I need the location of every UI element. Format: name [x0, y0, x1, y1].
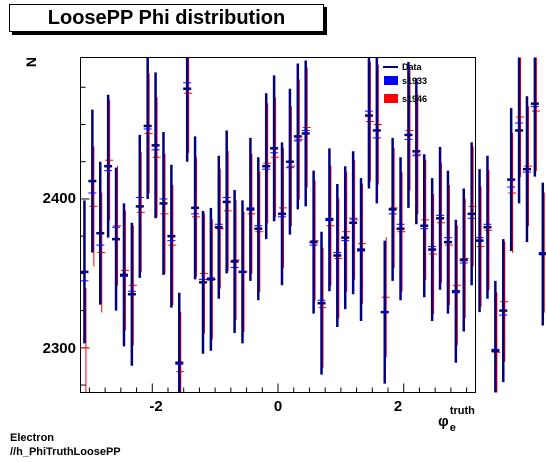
legend-label: Data — [402, 62, 423, 72]
legend: Data s1933 s1946 — [383, 62, 427, 104]
legend-label: s1933 — [402, 76, 427, 86]
x-tick-label: -2 — [149, 398, 162, 415]
data-marks — [80, 57, 546, 393]
footer-label-collection: Electron — [10, 432, 55, 444]
y-tick-label: 2300 — [43, 340, 76, 357]
y-axis-label: N — [23, 57, 39, 67]
x-axis-label: φetruth — [438, 405, 475, 434]
axis-minor-ticks — [80, 86, 468, 393]
y-tick-label: 2400 — [43, 190, 76, 207]
x-tick-label: 2 — [394, 398, 402, 415]
legend-label: s1946 — [402, 94, 427, 104]
x-tick-label: 0 — [274, 398, 282, 415]
legend-swatch-s1946 — [384, 94, 398, 103]
footer-label-histogram: //h_PhiTruthLoosePP — [10, 446, 121, 458]
chart-title: LoosePP Phi distribution — [9, 4, 324, 32]
legend-swatch-s1933 — [384, 76, 398, 85]
